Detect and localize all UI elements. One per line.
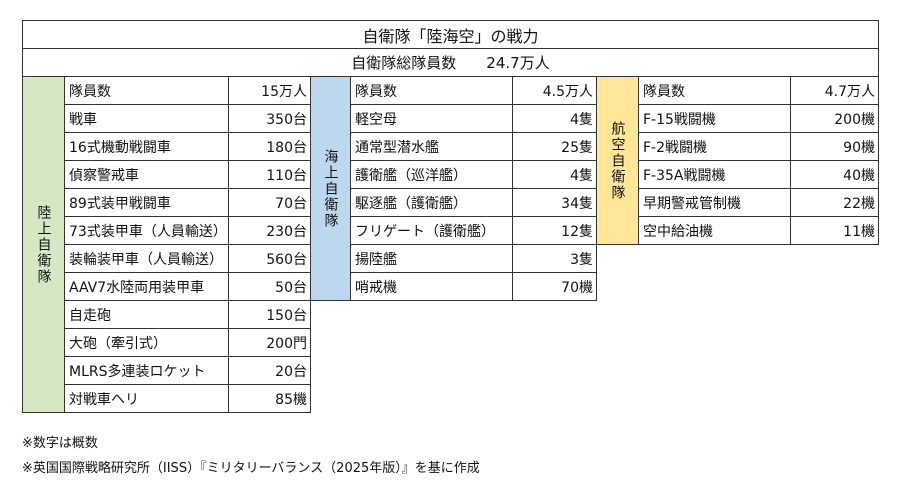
item-name: F-2戦闘機: [638, 132, 791, 161]
item-name: 空中給油機: [638, 216, 791, 245]
item-name: 早期警戒管制機: [638, 188, 791, 217]
item-value: 4隻: [512, 104, 597, 133]
item-value: 230台: [228, 216, 311, 245]
total-box: 自衛隊総隊員数 24.7万人: [22, 48, 879, 77]
item-name: AAV7水陸両用装甲車: [64, 272, 229, 301]
item-value: 25隻: [512, 132, 597, 161]
item-name: 隊員数: [64, 76, 229, 105]
item-value: 34隻: [512, 188, 597, 217]
note: ※数字は概数: [22, 436, 98, 451]
item-value: 11機: [790, 216, 879, 245]
item-name: 軽空母: [350, 104, 513, 133]
item-value: 4.7万人: [790, 76, 879, 105]
title-box: 自衛隊「陸海空」の戦力: [22, 20, 879, 49]
item-value: 90機: [790, 132, 879, 161]
item-value: 200門: [228, 328, 311, 357]
item-value: 4隻: [512, 160, 597, 189]
item-value: 40機: [790, 160, 879, 189]
item-name: 通常型潜水艦: [350, 132, 513, 161]
item-name: 揚陸艦: [350, 244, 513, 273]
item-value: 50台: [228, 272, 311, 301]
item-name: 73式装甲車（人員輸送）: [64, 216, 229, 245]
item-value: 12隻: [512, 216, 597, 245]
section-label: 陸上自衛隊: [22, 76, 65, 413]
note: ※英国国際戦略研究所（IISS）『ミリタリーバランス（2025年版）』を基に作成: [22, 461, 480, 476]
item-name: 対戦車ヘリ: [64, 384, 229, 413]
item-value: 3隻: [512, 244, 597, 273]
item-value: 110台: [228, 160, 311, 189]
item-name: 戦車: [64, 104, 229, 133]
item-name: 隊員数: [638, 76, 791, 105]
item-name: 護衛艦（巡洋艦）: [350, 160, 513, 189]
item-name: MLRS多連装ロケット: [64, 356, 229, 385]
item-name: 89式装甲戦闘車: [64, 188, 229, 217]
total-value: 24.7万人: [486, 54, 550, 72]
item-name: F-15戦闘機: [638, 104, 791, 133]
title: 自衛隊「陸海空」の戦力: [362, 26, 539, 46]
item-name: 哨戒機: [350, 272, 513, 301]
item-name: フリゲート（護衛艦）: [350, 216, 513, 245]
item-value: 22機: [790, 188, 879, 217]
item-value: 15万人: [228, 76, 311, 105]
item-name: 駆逐艦（護衛艦）: [350, 188, 513, 217]
item-value: 70台: [228, 188, 311, 217]
item-name: 自走砲: [64, 300, 229, 329]
item-value: 350台: [228, 104, 311, 133]
item-value: 70機: [512, 272, 597, 301]
total-label: 自衛隊総隊員数: [351, 54, 457, 72]
item-name: 大砲（牽引式）: [64, 328, 229, 357]
item-name: 偵察警戒車: [64, 160, 229, 189]
item-name: 隊員数: [350, 76, 513, 105]
item-value: 20台: [228, 356, 311, 385]
section-label: 航空自衛隊: [596, 76, 639, 245]
item-name: 装輪装甲車（人員輸送）: [64, 244, 229, 273]
section-label: 海上自衛隊: [310, 76, 351, 301]
item-value: 85機: [228, 384, 311, 413]
item-name: F-35A戦闘機: [638, 160, 791, 189]
item-value: 4.5万人: [512, 76, 597, 105]
item-value: 180台: [228, 132, 311, 161]
item-value: 150台: [228, 300, 311, 329]
item-name: 16式機動戦闘車: [64, 132, 229, 161]
item-value: 200機: [790, 104, 879, 133]
item-value: 560台: [228, 244, 311, 273]
